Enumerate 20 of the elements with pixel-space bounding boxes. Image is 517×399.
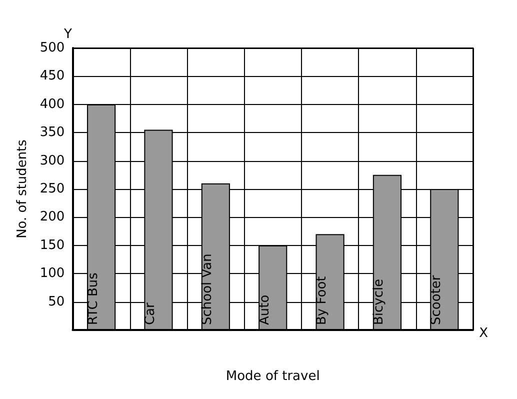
text: X	[479, 326, 488, 341]
y-tick-label: 400	[40, 96, 65, 112]
x-tick-label: Scooter	[428, 274, 444, 325]
y-tick-label: 450	[40, 68, 65, 84]
x-tick-label: Bicycle	[372, 278, 387, 325]
x-tick-label: Auto	[257, 294, 272, 325]
y-tick-label: 100	[40, 266, 65, 282]
y-tick-label: 500	[40, 40, 65, 56]
x-axis-title: Mode of travel	[226, 369, 320, 384]
y-tick-label: 250	[40, 182, 65, 196]
text: Y	[63, 27, 72, 42]
y-tick-label: 350	[40, 125, 65, 140]
y-tick-label: 300	[40, 153, 65, 168]
x-tick-label: By Foot	[314, 276, 330, 325]
y-tick-label: 50	[48, 294, 65, 310]
y-tick-label: 150	[40, 238, 65, 253]
y-axis-title: No. of students	[15, 139, 30, 238]
y-tick-label: 200	[40, 210, 65, 225]
x-tick-label: School Van	[200, 254, 216, 325]
x-tick-label: Car	[142, 302, 158, 325]
